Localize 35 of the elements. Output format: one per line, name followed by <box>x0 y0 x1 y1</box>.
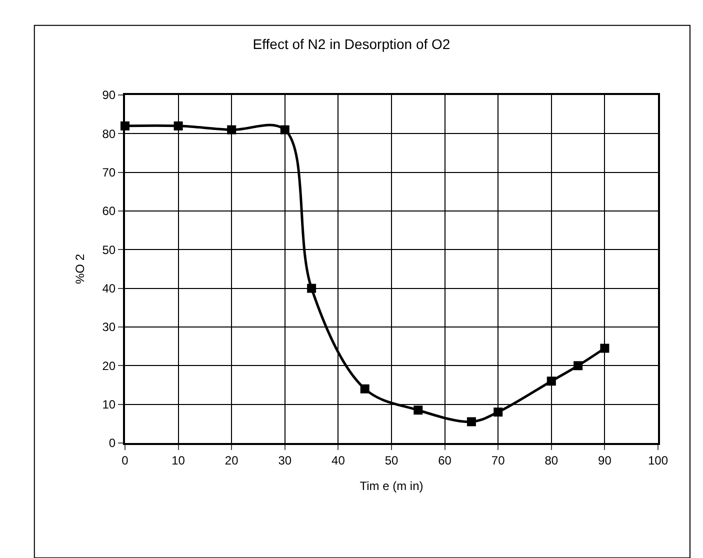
y-tick-label: 90 <box>102 88 116 102</box>
point <box>227 125 236 134</box>
point <box>280 125 290 134</box>
point <box>174 121 183 130</box>
y-tick-label: 20 <box>102 358 116 373</box>
y-tick-label: 80 <box>102 126 116 141</box>
x-tick-label: 70 <box>491 453 506 468</box>
x-tick-label: 10 <box>172 453 186 468</box>
x-tick-label: 40 <box>332 453 346 468</box>
point <box>414 406 423 415</box>
point <box>600 344 610 353</box>
chart-title: Effect of N2 in Desorption of O2 <box>252 36 450 52</box>
x-tick-label: 60 <box>438 453 452 468</box>
y-axis-title: %O 2 <box>73 254 88 284</box>
y-tick-label: 0 <box>108 436 116 450</box>
x-tick-label: 30 <box>278 453 292 468</box>
point <box>307 284 316 293</box>
y-tick-label: 70 <box>102 166 116 180</box>
x-tick-label: 90 <box>598 453 612 468</box>
point <box>574 361 583 370</box>
point <box>546 376 556 386</box>
x-tick-label: 0 <box>122 453 129 468</box>
y-tick-label: 10 <box>102 398 116 412</box>
x-tick-label: 20 <box>224 453 239 468</box>
y-tick-label: 60 <box>102 204 116 218</box>
y-tick-label: 30 <box>102 320 116 334</box>
x-axis-title: Tim e (m in) <box>360 478 424 493</box>
point <box>466 417 476 426</box>
y-tick-label: 50 <box>102 242 116 257</box>
x-tick-label: 50 <box>384 453 398 468</box>
x-tick-label: 80 <box>544 453 558 468</box>
y-tick-label: 40 <box>102 282 116 296</box>
x-tick-label: 100 <box>648 453 668 468</box>
point <box>360 384 370 394</box>
point <box>494 408 503 417</box>
